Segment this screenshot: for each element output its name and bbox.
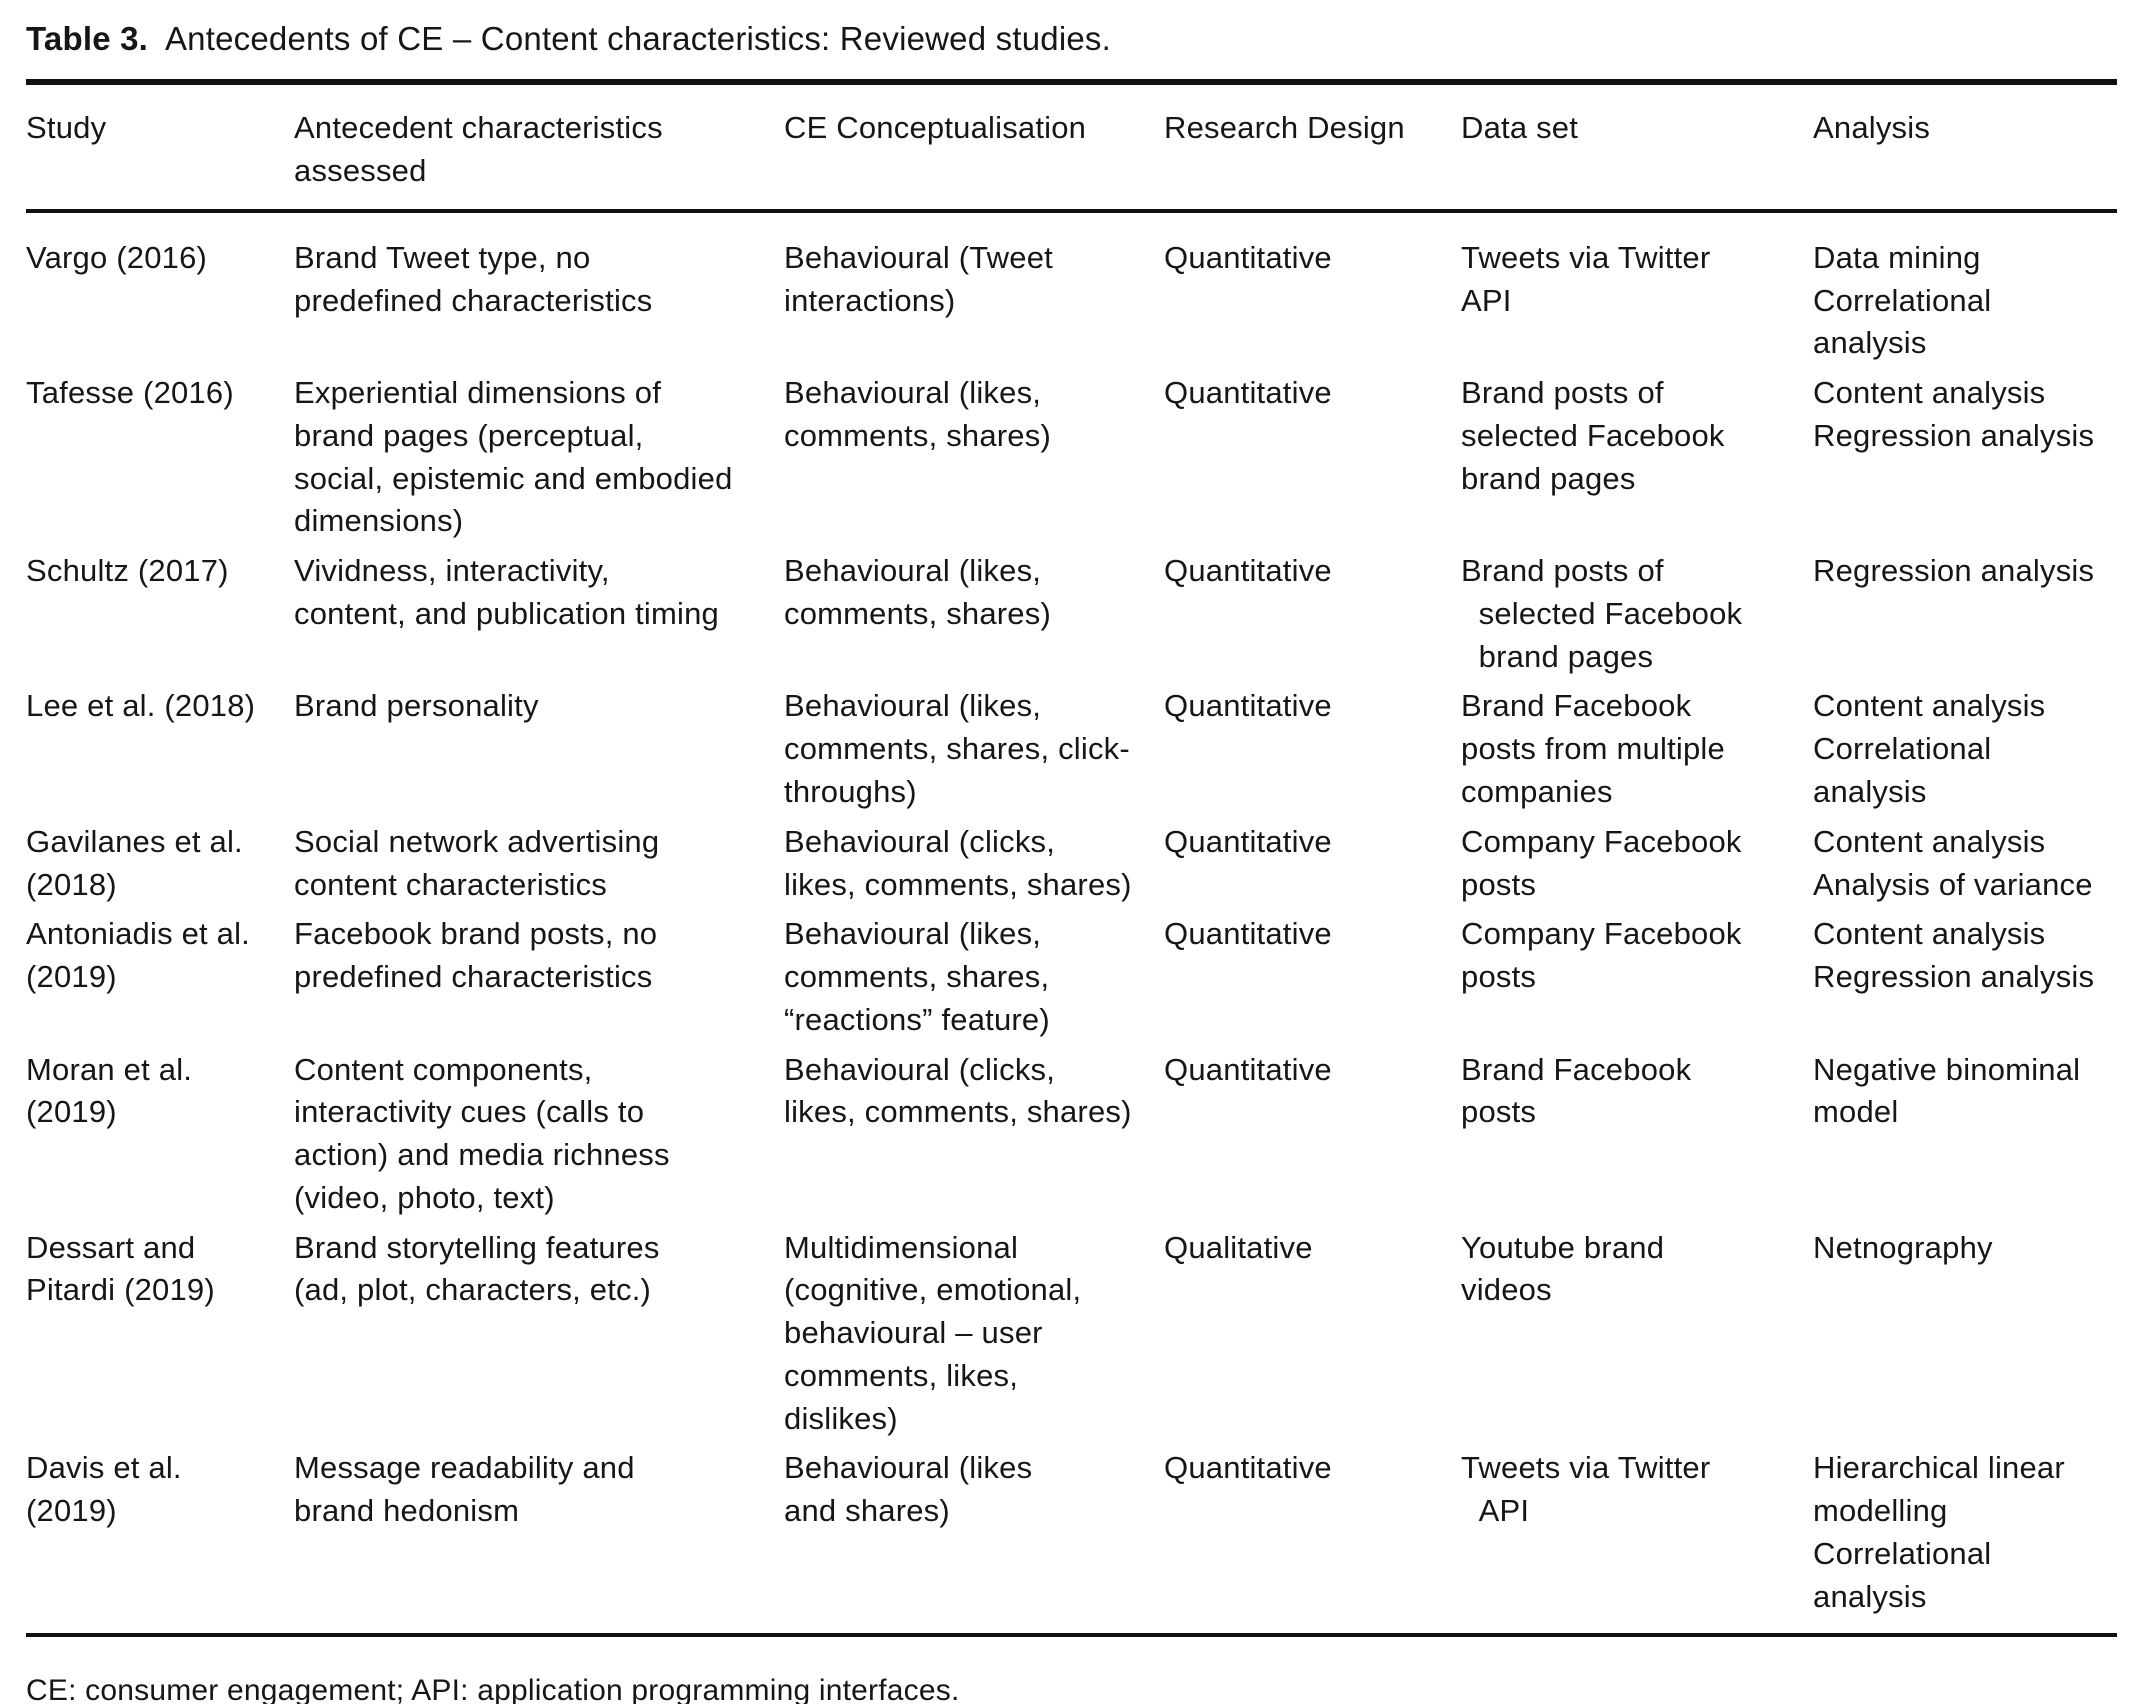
table-row: Moran et al. (2019) Content components, … — [26, 1042, 2117, 1220]
cell-antecedent: Brand personality — [294, 688, 539, 724]
cell-data-set: Youtube brand videos — [1461, 1229, 1665, 1308]
cell-ce-conceptualisation: Behavioural (likes, comments, shares, “r… — [784, 916, 1050, 1037]
col-header-antecedent: Antecedent characteristics assessed — [294, 110, 663, 189]
cell-antecedent: Brand storytelling features (ad, plot, c… — [294, 1229, 660, 1308]
header-row: Study Antecedent characteristics assesse… — [26, 82, 2117, 211]
table-row: Davis et al. (2019) Message readability … — [26, 1440, 2117, 1635]
cell-antecedent: Vividness, interactivity, content, and p… — [294, 553, 719, 631]
cell-analysis: Netnography — [1813, 1229, 1993, 1265]
col-header-study: Study — [26, 110, 107, 146]
cell-study: Tafesse (2016) — [26, 375, 234, 411]
cell-study: Moran et al. (2019) — [26, 1051, 193, 1130]
cell-research-design: Qualitative — [1164, 1229, 1313, 1265]
cell-study: Gavilanes et al. (2018) — [26, 823, 243, 902]
table-row: Dessart and Pitardi (2019) Brand storyte… — [26, 1220, 2117, 1441]
cell-ce-conceptualisation: Behavioural (likes, comments, shares) — [784, 375, 1051, 453]
cell-analysis: Content analysis Analysis of variance — [1813, 823, 2093, 902]
cell-research-design: Quantitative — [1164, 823, 1332, 859]
table-caption-label: Table 3. — [26, 20, 149, 57]
cell-research-design: Quantitative — [1164, 688, 1332, 724]
cell-analysis: Data mining Correlational analysis — [1813, 239, 1992, 361]
cell-analysis: Regression analysis — [1813, 553, 2095, 589]
cell-study: Lee et al. (2018) — [26, 688, 256, 724]
cell-antecedent: Social network advertising content chara… — [294, 823, 660, 902]
table-row: Schultz (2017) Vividness, interactivity,… — [26, 543, 2117, 678]
cell-ce-conceptualisation: Behavioural (likes, comments, shares) — [784, 553, 1051, 631]
table-row: Gavilanes et al. (2018) Social network a… — [26, 814, 2117, 907]
cell-study: Vargo (2016) — [26, 239, 208, 275]
cell-antecedent: Facebook brand posts, no predefined char… — [294, 916, 658, 995]
cell-study: Schultz (2017) — [26, 553, 229, 589]
cell-antecedent: Content components, interactivity cues (… — [294, 1051, 670, 1215]
cell-ce-conceptualisation: Behavioural (clicks, likes, comments, sh… — [784, 823, 1132, 902]
cell-analysis: Content analysis Regression analysis — [1813, 375, 2095, 453]
cell-research-design: Quantitative — [1164, 1450, 1332, 1486]
cell-research-design: Quantitative — [1164, 916, 1332, 952]
cell-ce-conceptualisation: Behavioural (likes, comments, shares, cl… — [784, 688, 1130, 809]
cell-ce-conceptualisation: Behavioural (Tweet interactions) — [784, 239, 1053, 318]
cell-analysis: Content analysis Regression analysis — [1813, 916, 2095, 995]
col-header-research-design: Research Design — [1164, 110, 1405, 146]
cell-analysis: Negative binominal model — [1813, 1051, 2081, 1130]
cell-antecedent: Experiential dimensions of brand pages (… — [294, 375, 733, 539]
cell-data-set: Brand Facebook posts from multiple compa… — [1461, 688, 1725, 809]
col-header-ce-conceptualisation: CE Conceptualisation — [784, 110, 1087, 146]
cell-analysis: Hierarchical linear modelling Correlatio… — [1813, 1450, 2065, 1614]
cell-data-set: Brand posts of selected Facebook brand p… — [1461, 553, 1743, 674]
cell-research-design: Quantitative — [1164, 553, 1332, 589]
col-header-analysis: Analysis — [1813, 110, 1931, 146]
cell-ce-conceptualisation: Behavioural (clicks, likes, comments, sh… — [784, 1051, 1132, 1130]
cell-analysis: Content analysis Correlational analysis — [1813, 688, 2046, 809]
table-row: Vargo (2016) Brand Tweet type, no predef… — [26, 211, 2117, 365]
reviewed-studies-table: Study Antecedent characteristics assesse… — [26, 79, 2117, 1636]
cell-research-design: Quantitative — [1164, 239, 1332, 275]
cell-data-set: Brand posts of selected Facebook brand p… — [1461, 375, 1725, 496]
cell-research-design: Quantitative — [1164, 1051, 1332, 1087]
table-caption: Table 3. Antecedents of CE – Content cha… — [26, 10, 2117, 79]
cell-data-set: Company Facebook posts — [1461, 916, 1742, 995]
cell-data-set: Brand Facebook posts — [1461, 1051, 1692, 1130]
cell-study: Antoniadis et al. (2019) — [26, 916, 250, 995]
cell-research-design: Quantitative — [1164, 375, 1332, 411]
table-row: Tafesse (2016) Experiential dimensions o… — [26, 365, 2117, 543]
cell-antecedent: Brand Tweet type, no predefined characte… — [294, 239, 653, 318]
table-row: Lee et al. (2018) Brand personality Beha… — [26, 678, 2117, 813]
table-row: Antoniadis et al. (2019) Facebook brand … — [26, 906, 2117, 1041]
cell-antecedent: Message readability and brand hedonism — [294, 1450, 635, 1529]
table-caption-text: Antecedents of CE – Content characterist… — [148, 20, 1111, 57]
cell-study: Davis et al. (2019) — [26, 1450, 182, 1529]
col-header-data-set: Data set — [1461, 110, 1579, 146]
cell-data-set: Tweets via Twitter API — [1461, 239, 1711, 318]
table-footnote: CE: consumer engagement; API: applicatio… — [26, 1673, 960, 1704]
cell-ce-conceptualisation: Multidimensional (cognitive, emotional, … — [784, 1229, 1082, 1436]
cell-data-set: Company Facebook posts — [1461, 823, 1742, 902]
cell-ce-conceptualisation: Behavioural (likes and shares) — [784, 1450, 1033, 1529]
cell-data-set: Tweets via Twitter API — [1461, 1450, 1711, 1529]
cell-study: Dessart and Pitardi (2019) — [26, 1229, 215, 1308]
